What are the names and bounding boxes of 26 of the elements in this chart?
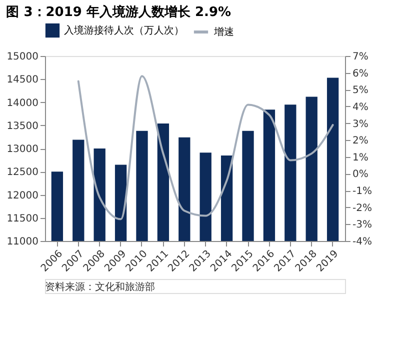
y2-tick-label: 1% [352, 152, 368, 164]
y2-tick-label: -2% [352, 202, 372, 214]
y2-tick-label: -1% [352, 186, 372, 198]
y-tick-label: 12500 [6, 167, 38, 178]
y-tick-label: 13000 [6, 144, 38, 155]
y2-tick-label: 3% [352, 118, 368, 130]
y-tick-label: 14000 [6, 98, 38, 109]
legend-label: 入境游接待人次（万人次） [64, 24, 184, 36]
y2-tick-label: 7% [352, 52, 368, 62]
y2-tick-label: 5% [352, 85, 368, 96]
y2-tick-label: 2% [352, 136, 368, 147]
y2-tick-label: 4% [352, 102, 368, 113]
y-tick-label: 11000 [6, 236, 38, 248]
y-tick-label: 14500 [6, 74, 38, 86]
y-tick-label: 13500 [6, 120, 38, 132]
y2-tick-label: -4% [352, 236, 372, 248]
line-series [77, 75, 334, 220]
y2-tick-label: 0% [352, 169, 368, 180]
y2-tick-label: 6% [352, 68, 368, 80]
legend-label: 增速 [213, 26, 234, 38]
text: 资料来源：文化和旅游部 [45, 281, 155, 293]
y-tick-label: 15000 [6, 52, 38, 62]
chart-title: 图 3：2019 年入境游人数增长 2.9% [6, 4, 232, 20]
y2-tick-label: -3% [352, 220, 372, 231]
y-tick-label: 12000 [6, 190, 38, 202]
y-tick-label: 11500 [6, 213, 38, 224]
